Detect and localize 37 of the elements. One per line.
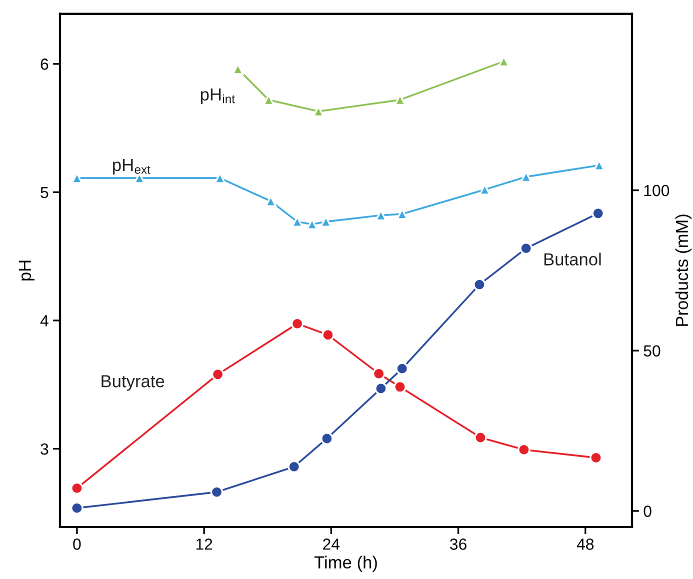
point — [372, 367, 386, 380]
point — [474, 431, 487, 444]
y2-axis-title: Products (mM) — [675, 214, 692, 326]
y-axis-title: pH — [18, 260, 34, 280]
point — [288, 460, 300, 474]
series-label: Butyrate — [102, 375, 164, 391]
x-tick-label: 48 — [576, 538, 594, 550]
x-axis-title: Time (h) — [314, 556, 377, 572]
point — [322, 328, 334, 342]
point — [70, 502, 84, 514]
series-label: Butanol — [544, 252, 601, 266]
point — [473, 278, 486, 291]
point — [290, 317, 304, 330]
series-label: pH$_{int}$ — [200, 88, 235, 104]
point — [210, 486, 224, 498]
x-tick-label: 24 — [323, 538, 340, 550]
y2-tick-label: 0 — [644, 506, 652, 517]
point — [374, 382, 388, 395]
y-tick-label: 3 — [40, 443, 48, 455]
x-tick-label: 12 — [196, 538, 212, 550]
point — [70, 482, 84, 495]
y2-tick-label: 100 — [644, 184, 670, 196]
y-tick-label: 4 — [40, 315, 48, 326]
point — [211, 368, 224, 381]
point — [590, 451, 602, 464]
point — [394, 380, 406, 394]
point — [518, 443, 530, 456]
y-tick-label: 6 — [40, 58, 48, 70]
point — [592, 206, 604, 220]
y-tick-label: 5 — [40, 187, 48, 198]
point — [520, 242, 532, 255]
x-tick-label: 36 — [450, 538, 466, 550]
y2-tick-label: 50 — [644, 345, 660, 357]
point — [320, 432, 334, 445]
point — [396, 362, 409, 375]
series-label: pH$_{ext}$ — [113, 159, 150, 175]
x-tick-label: 0 — [73, 538, 81, 550]
